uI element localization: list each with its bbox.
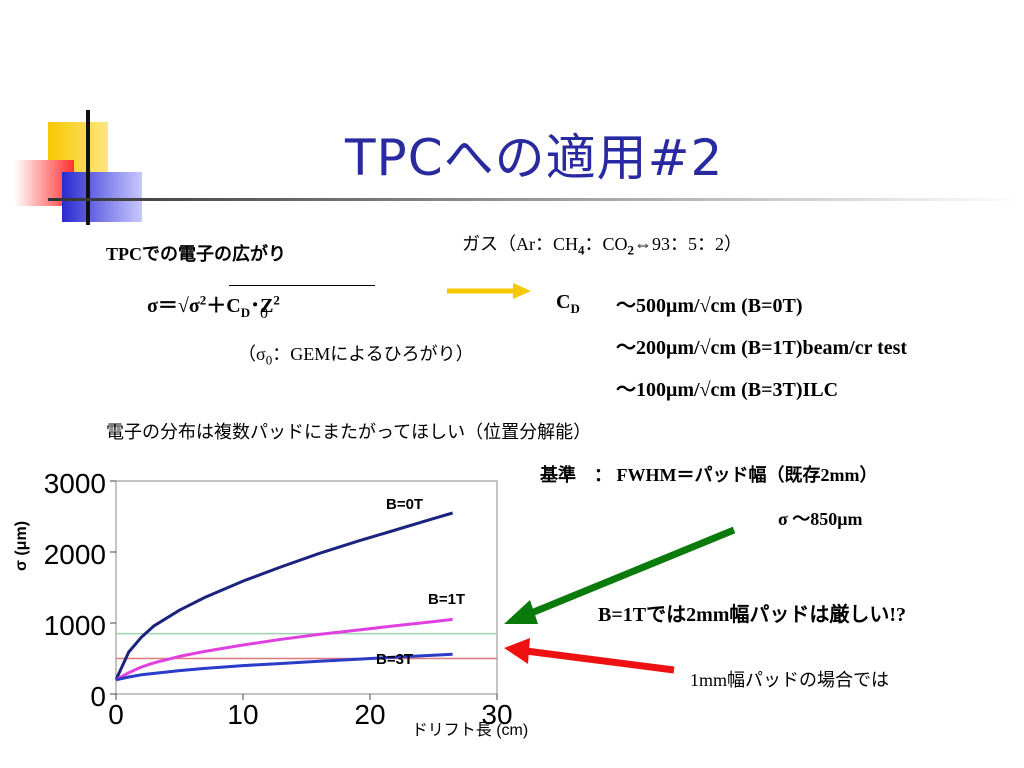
cd-sub: D bbox=[570, 301, 580, 316]
cd-row-value: ～500μm/ bbox=[616, 295, 700, 317]
x-tick-label: 10 bbox=[227, 699, 258, 730]
gas-mid: ：CO bbox=[584, 234, 628, 254]
formula-sub-d: D bbox=[240, 305, 251, 320]
cd-row-b3t: ～100μm/√cm (B=3T)ILC bbox=[616, 373, 838, 402]
cd-row-root: √ bbox=[699, 379, 711, 401]
logo-decoration bbox=[14, 110, 1024, 225]
series-label-b1t: B=1T bbox=[428, 591, 465, 608]
cd-row-rest: cm (B=3T)ILC bbox=[710, 379, 839, 401]
cd-row-value: ～100μm/ bbox=[616, 379, 700, 401]
heading-electron-spread: TPCでの電子の広がり bbox=[106, 244, 286, 264]
cd-row-b1t: ～200μm/√cm (B=1T)beam/cr test bbox=[616, 331, 907, 360]
y-tick-label: 3000 bbox=[44, 468, 106, 499]
series-label-b3t: B=3T bbox=[376, 651, 413, 668]
plot-frame bbox=[115, 480, 498, 695]
vertical-bar bbox=[86, 110, 90, 225]
y-axis-label: σ (μm) bbox=[13, 521, 30, 571]
gas-sub-4: 4 bbox=[578, 242, 585, 258]
formula-lhs: σ＝√σ bbox=[147, 295, 200, 317]
cd-row-root: √ bbox=[699, 337, 711, 359]
x-tick-label: 30 bbox=[481, 699, 512, 730]
blue-square bbox=[62, 172, 142, 222]
cd-letter: C bbox=[556, 291, 571, 313]
page-title: TPCへの適用#2 bbox=[345, 129, 724, 187]
cd-row-rest: cm (B=1T)beam/cr test bbox=[710, 337, 908, 359]
sqrt-overline bbox=[229, 285, 375, 286]
x-tick-label: 20 bbox=[354, 699, 385, 730]
y-tick-label: 0 bbox=[90, 681, 106, 712]
gem-note: （σ0：GEMによるひろがり） bbox=[238, 340, 474, 369]
gas-sub-2: 2 bbox=[627, 242, 635, 258]
gas-prefix: ガス（Ar：CH bbox=[462, 234, 578, 254]
formula-sup-b: 2 bbox=[273, 292, 280, 308]
x-tick-label: 0 bbox=[108, 699, 124, 730]
series-line-b3t bbox=[115, 652, 453, 682]
cd-row-value: ～200μm/ bbox=[616, 337, 700, 359]
formula-plus: ＋C bbox=[206, 295, 241, 317]
series-line-b0t bbox=[114, 511, 454, 681]
wish-text: 電子の分布は複数パッドにまたがってほしい（位置分解能） bbox=[106, 422, 592, 442]
drift-sigma-chart: 3000 2000 1000 0 0 10 20 30 B=0T B=1T B=3T σ (… bbox=[13, 468, 528, 739]
b1t-note: B=1Tでは2mm幅パッドは厳しい!? bbox=[598, 604, 907, 626]
gas-suffix: ⇔93：5：2） bbox=[634, 234, 743, 254]
formula-dot: ･Z bbox=[250, 295, 274, 317]
green-arrow-icon bbox=[504, 526, 736, 624]
gem-note-rest: ：GEMによるひろがり） bbox=[272, 344, 474, 364]
annotation-arrows bbox=[504, 526, 736, 674]
gem-note-sub: 0 bbox=[265, 352, 273, 368]
formula-sub-zero: 0 bbox=[260, 305, 268, 322]
formula-sup: 2 bbox=[199, 292, 207, 308]
criterion-text: 基準 ： FWHM＝パッド幅（既存2mm） bbox=[540, 465, 878, 485]
yellow-arrow-icon bbox=[447, 283, 531, 299]
cd-row-root: √ bbox=[699, 295, 711, 317]
sigma-value: σ ～850μm bbox=[778, 509, 863, 529]
gas-composition: ガス（Ar：CH4：CO2⇔93：5：2） bbox=[462, 230, 742, 259]
series-line-b1t bbox=[115, 617, 453, 682]
formula: σ＝√σ2＋CD･Z2 bbox=[147, 289, 280, 321]
x-axis-label: ドリフト長 (cm) bbox=[412, 721, 528, 739]
y-tick-label: 2000 bbox=[44, 539, 106, 570]
series-label-b0t: B=0T bbox=[386, 496, 423, 513]
y-tick-label: 1000 bbox=[44, 610, 106, 641]
cd-row-rest: cm (B=0T) bbox=[710, 295, 803, 317]
cd-label: CD bbox=[556, 291, 580, 317]
mm1-note: 1mm幅パッドの場合では bbox=[690, 670, 890, 690]
cd-row-b0t: ～500μm/√cm (B=0T) bbox=[616, 289, 802, 318]
red-arrow-icon bbox=[504, 638, 675, 674]
horizontal-rule bbox=[48, 198, 1024, 201]
gem-note-open: （σ bbox=[238, 344, 266, 364]
